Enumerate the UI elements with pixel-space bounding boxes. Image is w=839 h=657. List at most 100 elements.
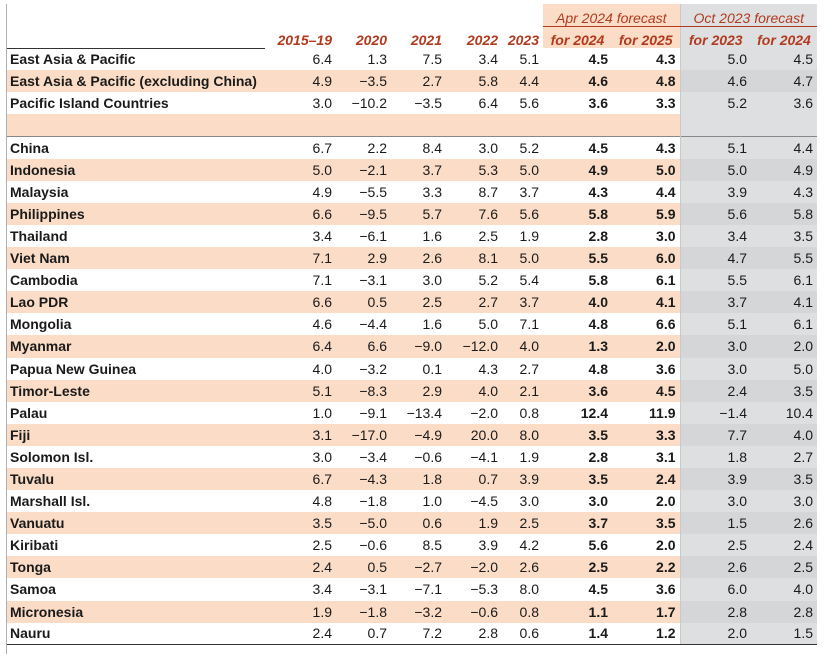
cell-value: 2.8 bbox=[588, 227, 608, 244]
cell-value: 8.4 bbox=[391, 136, 446, 159]
cell-value: 3.3 bbox=[612, 423, 680, 446]
cell-value: 7.1 bbox=[265, 247, 336, 270]
country-row: Kiribati 2.5 −0.6 8.5 3.9 4.2 5.6 2.0 2.5 2.4 bbox=[6, 534, 817, 557]
country-row: Mongolia 4.6 −4.4 1.6 5.0 7.1 4.8 6.6 5.1 6.1 bbox=[6, 313, 817, 336]
cell-value: 1.6 bbox=[422, 316, 442, 333]
cell-value: 2.2 bbox=[336, 136, 391, 159]
cell-value: 3.7 bbox=[519, 183, 539, 200]
cell-value: 3.9 bbox=[478, 537, 498, 554]
country-row: Fiji 3.1 −17.0 −4.9 20.0 8.0 3.5 3.3 7.7 4.0 bbox=[6, 423, 817, 446]
cell-value: 2.4 bbox=[265, 622, 336, 646]
cell-value: 2.4 bbox=[679, 379, 751, 402]
cell-value: 4.9 bbox=[312, 183, 332, 200]
cell-value: 11.9 bbox=[649, 404, 676, 421]
cell-value: 3.9 bbox=[679, 467, 751, 491]
cell-value: 1.9 bbox=[446, 512, 502, 535]
row-label: Thailand bbox=[10, 227, 68, 244]
cell-value: 3.4 bbox=[679, 224, 751, 248]
cell-value: 2.0 bbox=[612, 335, 680, 358]
cell-value: 3.6 bbox=[751, 92, 817, 115]
cell-value: 0.6 bbox=[391, 512, 446, 535]
cell-value: 5.8 bbox=[588, 272, 608, 289]
cell-value: 4.0 bbox=[751, 578, 817, 601]
country-row: Samoa 3.4 −3.1 −7.1 −5.3 8.0 4.5 3.6 6.0 4.0 bbox=[6, 578, 817, 601]
country-rows: China 6.7 2.2 8.4 3.0 5.2 4.5 4.3 5.1 4.4 Indonesi… bbox=[6, 136, 817, 646]
cell-value: 4.6 bbox=[679, 70, 751, 93]
cell-value: 5.8 bbox=[751, 202, 817, 225]
cell-value: 6.4 bbox=[265, 335, 336, 358]
country-row: Marshall Isl. 4.8 −1.8 1.0 −4.5 3.0 3.0 2.0 3.0 3… bbox=[6, 490, 817, 513]
row-label: Pacific Island Countries bbox=[10, 95, 169, 112]
cell-value: 4.7 bbox=[751, 70, 817, 93]
cell-value: −1.8 bbox=[336, 600, 391, 623]
cell-value: 3.6 bbox=[543, 379, 612, 402]
cell-value: 5.6 bbox=[588, 537, 608, 554]
cell-value: 2.8 bbox=[751, 600, 817, 623]
cell-value: 20.0 bbox=[446, 423, 502, 446]
cell-value: 6.4 bbox=[312, 51, 332, 68]
cell-value: 4.0 bbox=[446, 379, 502, 402]
cell-value: 2.6 bbox=[751, 512, 817, 535]
cell-value: −13.4 bbox=[406, 404, 442, 421]
region-rows: East Asia & Pacific 6.4 1.3 7.5 3.4 5.1 4.5 4.3… bbox=[6, 48, 817, 115]
header-group-row: Apr 2024 forecast Oct 2023 forecast bbox=[6, 4, 817, 27]
cell-value: 4.3 bbox=[478, 360, 498, 377]
cell-value: 3.5 bbox=[543, 467, 612, 491]
cell-value: −10.2 bbox=[351, 95, 387, 112]
cell-value: 1.2 bbox=[612, 622, 680, 646]
region-row: Pacific Island Countries 3.0 −10.2 −3.5 6.4 5… bbox=[6, 92, 817, 115]
header-group-apr-2024: Apr 2024 forecast bbox=[543, 4, 680, 27]
cell-value: 5.8 bbox=[446, 70, 502, 93]
cell-value: −17.0 bbox=[336, 423, 391, 446]
row-label: Cambodia bbox=[10, 272, 78, 289]
cell-value: 0.6 bbox=[502, 622, 543, 646]
cell-value: 2.4 bbox=[612, 467, 680, 491]
country-row: Micronesia 1.9 −1.8 −3.2 −0.6 0.8 1.1 1.7 2.8 2.8 bbox=[6, 600, 817, 623]
region-row: East Asia & Pacific (excluding China) 4.9… bbox=[6, 70, 817, 93]
row-label: Samoa bbox=[10, 581, 56, 598]
cell-value: 2.0 bbox=[679, 622, 751, 646]
cell-value: 5.6 bbox=[519, 95, 539, 112]
cell-value: −4.3 bbox=[336, 467, 391, 491]
row-label: Nauru bbox=[6, 622, 265, 646]
header-col: 2021 bbox=[410, 32, 442, 49]
cell-value: 6.6 bbox=[265, 291, 336, 314]
cell-value: −4.9 bbox=[391, 423, 446, 446]
cell-value: 2.7 bbox=[519, 360, 539, 377]
cell-value: 2.0 bbox=[656, 493, 676, 510]
cell-value: 2.2 bbox=[612, 556, 680, 579]
cell-value: 5.0 bbox=[679, 158, 751, 181]
cell-value: −3.2 bbox=[359, 360, 387, 377]
header-col: for 2023 bbox=[679, 26, 751, 49]
cell-value: 3.0 bbox=[312, 448, 332, 465]
cell-value: 6.0 bbox=[679, 578, 751, 601]
row-label: Solomon Isl. bbox=[10, 448, 94, 465]
cell-value: −7.1 bbox=[414, 581, 442, 598]
cell-value: 0.7 bbox=[446, 467, 502, 491]
country-row: Timor-Leste 5.1 −8.3 2.9 4.0 2.1 3.6 4.5 2.4 3.5 bbox=[6, 379, 817, 402]
cell-value: 3.1 bbox=[265, 423, 336, 446]
cell-value: 4.3 bbox=[751, 180, 817, 203]
cell-value: 6.0 bbox=[612, 247, 680, 270]
cell-value: 6.7 bbox=[265, 467, 336, 491]
cell-value: 6.6 bbox=[336, 335, 391, 358]
header-empty bbox=[6, 4, 265, 26]
cell-value: 5.0 bbox=[502, 158, 543, 181]
cell-value: 4.9 bbox=[265, 70, 336, 93]
row-label: Viet Nam bbox=[6, 247, 265, 270]
cell-value: 8.1 bbox=[446, 247, 502, 270]
cell-value: 3.0 bbox=[656, 227, 676, 244]
cell-value: 1.8 bbox=[391, 467, 446, 491]
cell-value: −4.4 bbox=[359, 316, 387, 333]
cell-value: 5.2 bbox=[478, 272, 498, 289]
cell-value: 3.0 bbox=[679, 335, 751, 358]
row-label: East Asia & Pacific (excluding China) bbox=[6, 70, 265, 93]
cell-value: 2.1 bbox=[502, 379, 543, 402]
cell-value: 1.8 bbox=[679, 445, 751, 468]
header-col: 2022 bbox=[466, 32, 498, 49]
cell-value: 4.8 bbox=[312, 493, 332, 510]
cell-value: 7.7 bbox=[679, 423, 751, 446]
cell-value: 5.0 bbox=[265, 158, 336, 181]
cell-value: 2.6 bbox=[391, 247, 446, 270]
cell-value: 7.1 bbox=[519, 316, 539, 333]
